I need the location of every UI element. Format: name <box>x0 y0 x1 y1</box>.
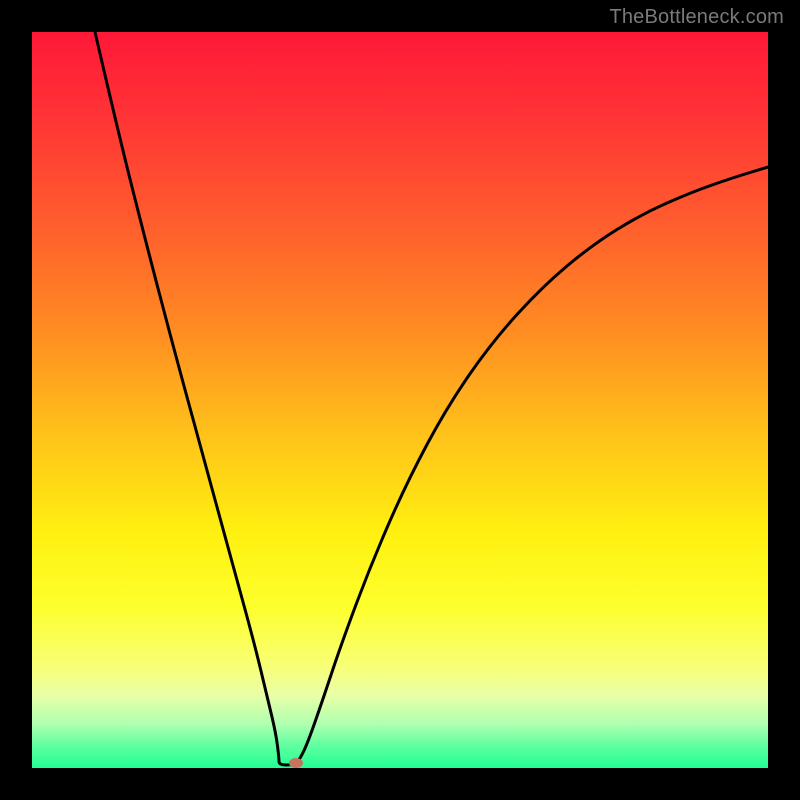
bottleneck-curve-chart <box>32 32 768 768</box>
plot-background <box>32 32 768 768</box>
minimum-marker <box>289 758 303 768</box>
chart-frame <box>32 32 768 768</box>
watermark-text: TheBottleneck.com <box>609 6 784 29</box>
